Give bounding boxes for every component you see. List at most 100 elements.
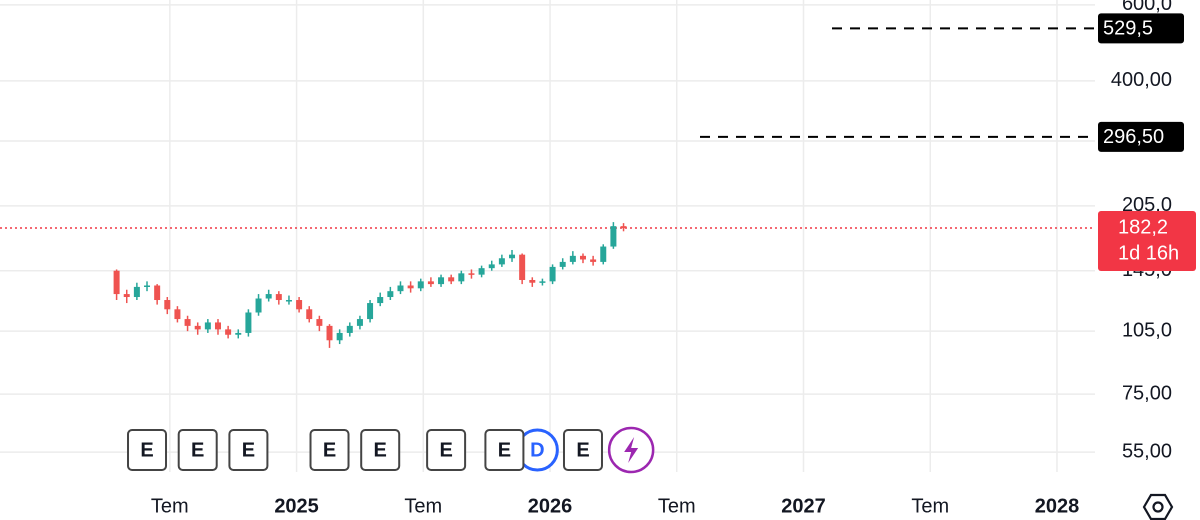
- candle-body: [407, 285, 414, 289]
- candle-body: [306, 309, 313, 320]
- event-label: E: [374, 439, 387, 461]
- event-box: [484, 429, 525, 471]
- candle-body: [590, 259, 597, 262]
- last-price-label: 182,2: [1118, 216, 1168, 238]
- candle-body: [225, 329, 232, 335]
- x-tick-label: 2025: [274, 495, 319, 517]
- event-box: [309, 429, 350, 471]
- candle-body: [620, 226, 627, 229]
- settings-icon[interactable]: [1142, 493, 1174, 520]
- candle-body: [397, 285, 404, 292]
- x-tick-label: 2028: [1035, 495, 1080, 517]
- event-marker: E: [426, 429, 467, 471]
- price-label: 529,5: [1103, 18, 1153, 40]
- candle-body: [427, 281, 434, 285]
- event-label: E: [323, 439, 336, 461]
- event-marker: E: [484, 429, 525, 471]
- candle-body: [133, 286, 140, 298]
- event-marker: E: [309, 429, 350, 471]
- event-marker: E: [562, 429, 603, 471]
- candle-body: [529, 279, 536, 283]
- y-tick-label: 600,0: [1122, 0, 1172, 15]
- candle-body: [346, 325, 353, 333]
- y-tick-label: 105,0: [1122, 319, 1172, 341]
- event-marker: E: [177, 429, 218, 471]
- candle-body: [569, 255, 576, 262]
- candle-body: [468, 273, 475, 275]
- event-label: D: [530, 439, 544, 461]
- candle-body: [458, 273, 465, 282]
- candle-body: [377, 297, 384, 304]
- price-label-box: [1098, 13, 1184, 44]
- candle-body: [438, 277, 445, 285]
- event-marker: E: [360, 429, 401, 471]
- candle-body: [559, 261, 566, 267]
- event-box: [228, 429, 269, 471]
- candle-body: [113, 270, 120, 295]
- event-marker: [607, 426, 655, 474]
- candle-body: [265, 294, 272, 299]
- candle-body: [275, 294, 282, 301]
- candle-body: [235, 332, 242, 335]
- last-price-box: [1098, 210, 1196, 271]
- candle-body: [610, 226, 617, 247]
- candle-body: [255, 298, 262, 313]
- event-icon: [624, 437, 639, 463]
- candle-body: [174, 309, 181, 320]
- candle-body: [123, 294, 130, 298]
- price-label: 296,50: [1103, 126, 1164, 148]
- candle-body: [184, 319, 191, 326]
- candle-body: [214, 322, 221, 330]
- x-tick-label: Tem: [658, 495, 696, 517]
- candle-body: [326, 325, 333, 341]
- candle-body: [488, 264, 495, 269]
- event-label: E: [576, 439, 589, 461]
- candle-body: [336, 332, 343, 341]
- y-tick-label: 205,0: [1122, 194, 1172, 216]
- candle-body: [417, 281, 424, 289]
- candle-body: [579, 255, 586, 260]
- event-marker: E: [127, 429, 168, 471]
- event-label: E: [439, 439, 452, 461]
- candle-body: [367, 303, 374, 320]
- event-label: E: [191, 439, 204, 461]
- candle-body: [296, 300, 303, 310]
- candle-body: [600, 246, 607, 262]
- settings-hexagon: [1142, 493, 1174, 520]
- candle-body: [204, 322, 211, 330]
- y-tick-label: 400,00: [1111, 69, 1172, 91]
- candle-body: [285, 300, 292, 302]
- candle-body: [519, 254, 526, 280]
- candle-body: [356, 319, 363, 326]
- event-label: E: [140, 439, 153, 461]
- candle-body: [316, 319, 323, 326]
- x-tick-label: 2027: [781, 495, 826, 517]
- event-box: [562, 429, 603, 471]
- candle-body: [144, 285, 151, 287]
- candle-body: [539, 281, 546, 283]
- x-tick-label: 2026: [528, 495, 573, 517]
- event-box: [177, 429, 218, 471]
- candle-body: [549, 266, 556, 282]
- candle-body: [245, 312, 252, 333]
- candle-body: [194, 325, 201, 330]
- candle-body: [498, 258, 505, 265]
- event-box: [360, 429, 401, 471]
- y-tick-label: 55,00: [1122, 440, 1172, 462]
- event-box: [127, 429, 168, 471]
- candle-body: [509, 254, 516, 259]
- x-tick-label: Tem: [911, 495, 949, 517]
- x-tick-label: Tem: [404, 495, 442, 517]
- candle-body: [478, 268, 485, 275]
- event-label: E: [498, 439, 511, 461]
- event-box: [426, 429, 467, 471]
- settings-dot: [1152, 501, 1164, 513]
- candle-body: [154, 285, 161, 301]
- candle-body: [164, 300, 171, 310]
- x-tick-label: Tem: [151, 495, 189, 517]
- candle-body: [448, 277, 455, 282]
- candle-body: [387, 291, 394, 298]
- countdown-label: 1d 16h: [1118, 242, 1179, 264]
- y-tick-label: 75,00: [1122, 382, 1172, 404]
